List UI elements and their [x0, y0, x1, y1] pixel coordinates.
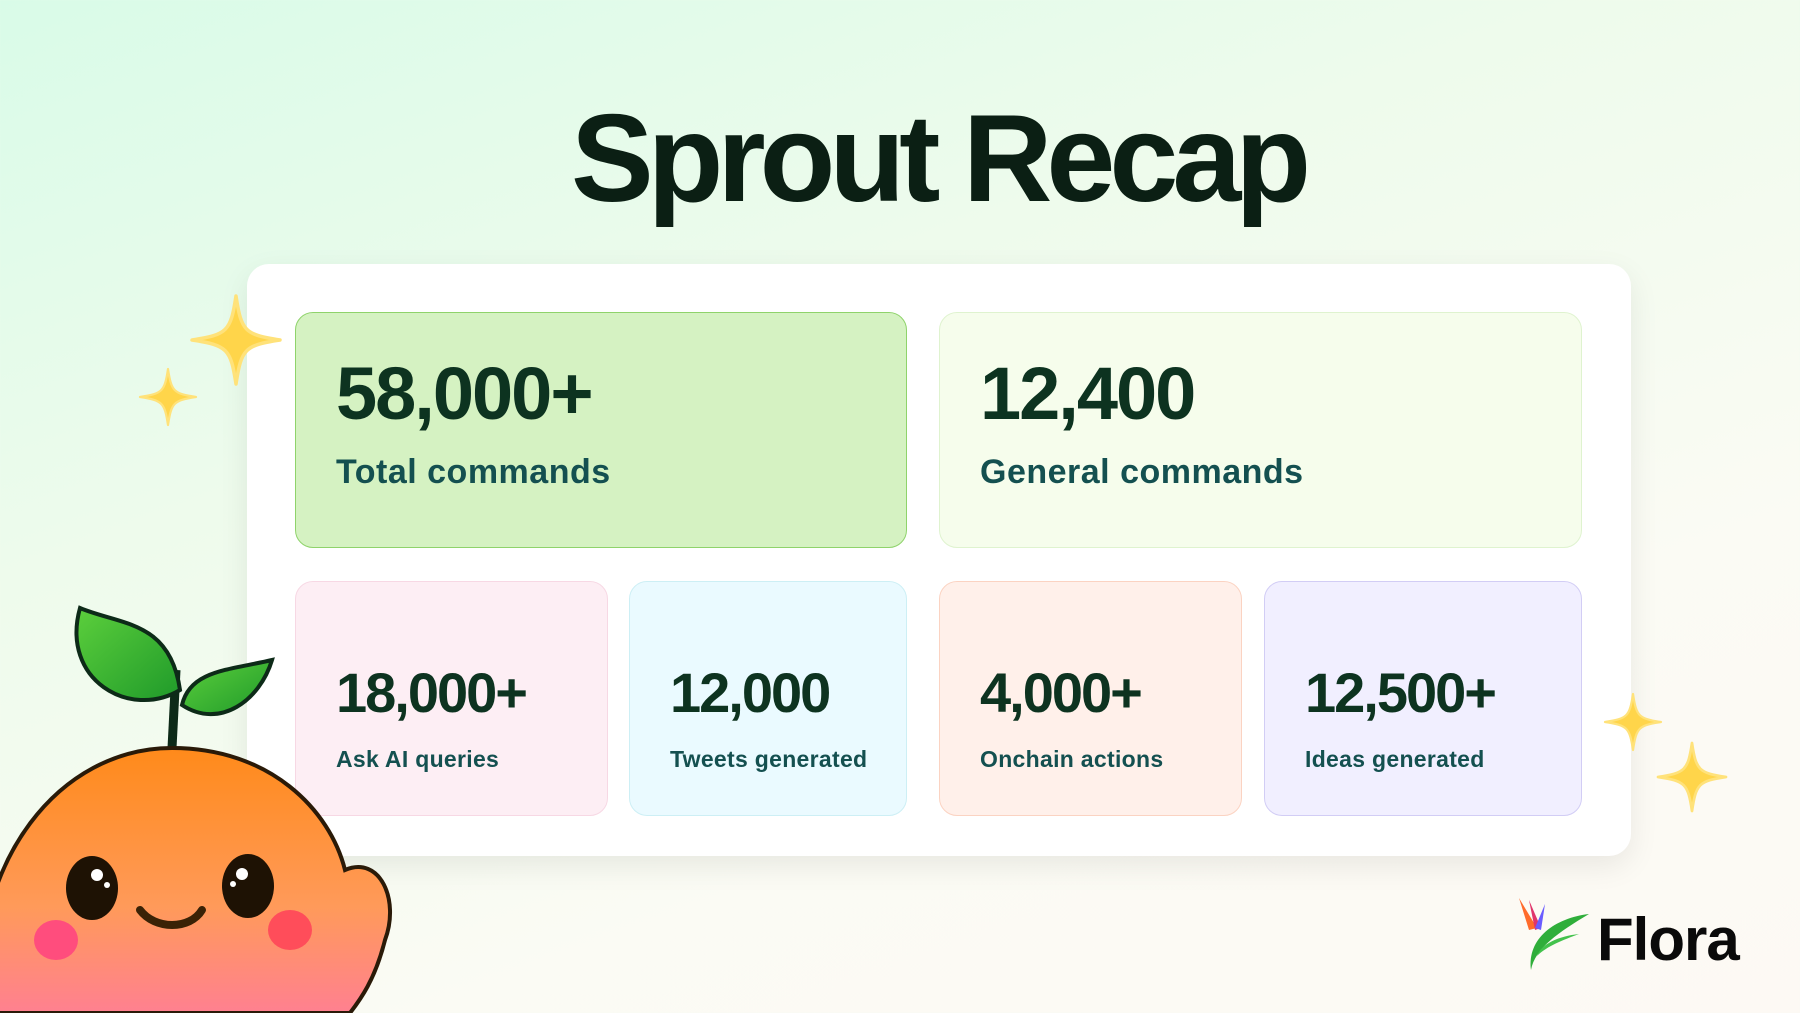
stat-label: Onchain actions	[980, 746, 1164, 772]
stat-label: Tweets generated	[670, 746, 868, 772]
sprout-mascot-icon	[0, 605, 392, 1013]
stat-label: Ideas generated	[1305, 746, 1485, 772]
stats-card: 58,000+ Total commands 12,400 General co…	[247, 264, 1631, 856]
stat-label: Ask AI queries	[336, 746, 500, 772]
stat-label: General commands	[980, 453, 1304, 491]
stat-value: 58,000+	[336, 352, 594, 435]
stat-value: 12,500+	[1305, 661, 1497, 724]
stat-tile-general-commands: 12,400 General commands	[939, 312, 1582, 548]
page-title: Sprout Recap	[570, 90, 1311, 228]
stat-value: 18,000+	[336, 661, 528, 724]
stat-tile-ask-ai: 18,000+ Ask AI queries	[295, 581, 608, 816]
stat-value: 4,000+	[980, 661, 1143, 724]
stat-value: 12,000	[670, 661, 831, 724]
stat-tile-total-commands: 58,000+ Total commands	[295, 312, 907, 548]
stat-tile-onchain: 4,000+ Onchain actions	[939, 581, 1242, 816]
stat-label: Total commands	[336, 453, 611, 491]
flora-brand-name: Flora	[1597, 906, 1740, 973]
stat-tile-ideas: 12,500+ Ideas generated	[1264, 581, 1582, 816]
stat-value: 12,400	[980, 352, 1196, 435]
stat-tile-tweets: 12,000 Tweets generated	[629, 581, 907, 816]
flora-logo-icon	[1519, 898, 1589, 970]
